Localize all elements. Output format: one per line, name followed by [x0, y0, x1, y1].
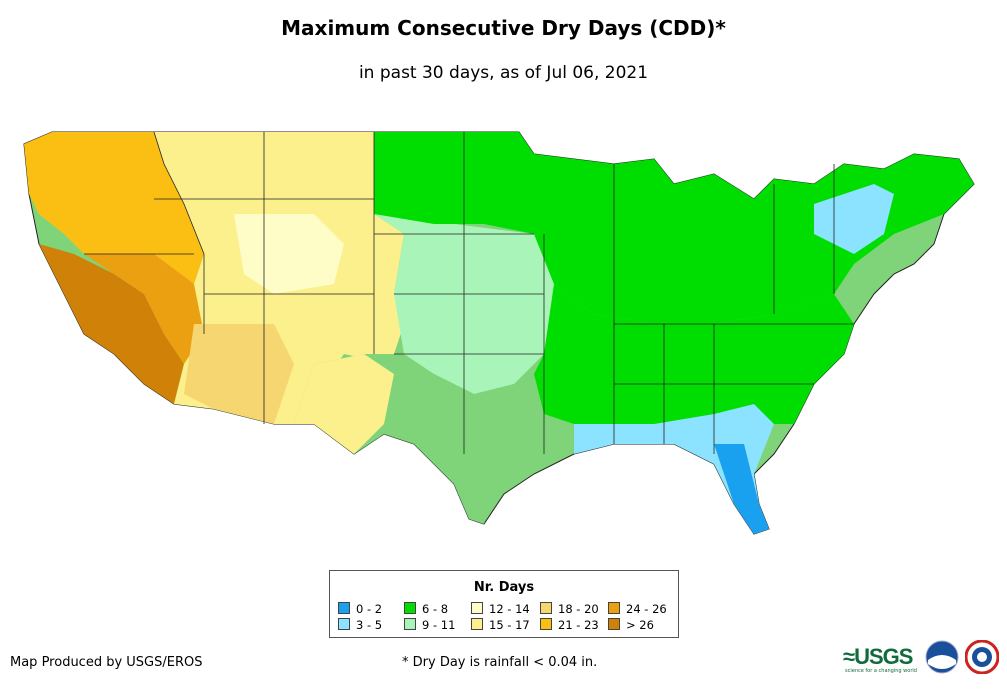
legend-swatch [471, 602, 483, 614]
map-credit: Map Produced by USGS/EROS [10, 655, 203, 670]
agency-logos: ≈USGS science for a changing world [843, 638, 1003, 678]
legend-item-15-17: 15 - 17 [471, 618, 530, 632]
legend-swatch [608, 618, 620, 630]
legend-swatch [338, 602, 350, 614]
legend-title: Nr. Days [473, 580, 535, 595]
legend-item-0-2: 0 - 2 [338, 602, 382, 616]
legend-swatch [404, 602, 416, 614]
map-regions [23, 131, 975, 535]
usgs-logo: ≈USGS [843, 644, 913, 669]
legend-label: 0 - 2 [356, 602, 383, 616]
legend-label: 9 - 11 [422, 618, 456, 632]
legend-label: 12 - 14 [489, 602, 530, 616]
legend-swatch [404, 618, 416, 630]
legend-label: > 26 [626, 618, 654, 632]
legend-item-12-14: 12 - 14 [471, 602, 530, 616]
state-lines [84, 131, 854, 454]
region-west-orange [24, 132, 204, 284]
legend-swatch [540, 602, 552, 614]
legend-item-9-11: 9 - 11 [404, 618, 455, 632]
legend-item-3-5: 3 - 5 [338, 618, 382, 632]
legend-label: 3 - 5 [356, 618, 383, 632]
region-southwest-orange [184, 324, 294, 424]
region-north-green [374, 132, 974, 324]
footnote: * Dry Day is rainfall < 0.04 in. [402, 655, 598, 670]
region-california [39, 244, 184, 404]
legend-label: 18 - 20 [558, 602, 599, 616]
legend-item-24-26: 24 - 26 [608, 602, 667, 616]
legend-swatch [471, 618, 483, 630]
legend-swatch [338, 618, 350, 630]
region-nevada [84, 254, 204, 364]
legend-label: 21 - 23 [558, 618, 599, 632]
legend-swatch [540, 618, 552, 630]
usgs-tagline: science for a changing world [845, 668, 917, 674]
legend-label: 15 - 17 [489, 618, 530, 632]
region-utah-light [234, 214, 344, 294]
map-subtitle: in past 30 days, as of Jul 06, 2021 [358, 63, 649, 83]
us-cdd-map [23, 131, 975, 535]
noaa-logo-icon [925, 640, 959, 674]
legend-label: 6 - 8 [422, 602, 449, 616]
map-title: Maximum Consecutive Dry Days (CDD)* [281, 16, 726, 40]
region-west-texas-yellow [294, 354, 394, 454]
legend-item-6-8: 6 - 8 [404, 602, 448, 616]
legend: Nr. Days 0 - 2 3 - 5 6 - 8 9 - 11 12 - 1… [329, 570, 679, 638]
region-southeast-blue [574, 404, 774, 534]
legend-swatch [608, 602, 620, 614]
legend-item-18-20: 18 - 20 [540, 602, 599, 616]
legend-label: 24 - 26 [626, 602, 667, 616]
legend-item-21-23: 21 - 23 [540, 618, 599, 632]
legend-item-over-26: > 26 [608, 618, 654, 632]
region-florida-blue [714, 444, 769, 534]
nws-logo-icon [965, 640, 999, 674]
